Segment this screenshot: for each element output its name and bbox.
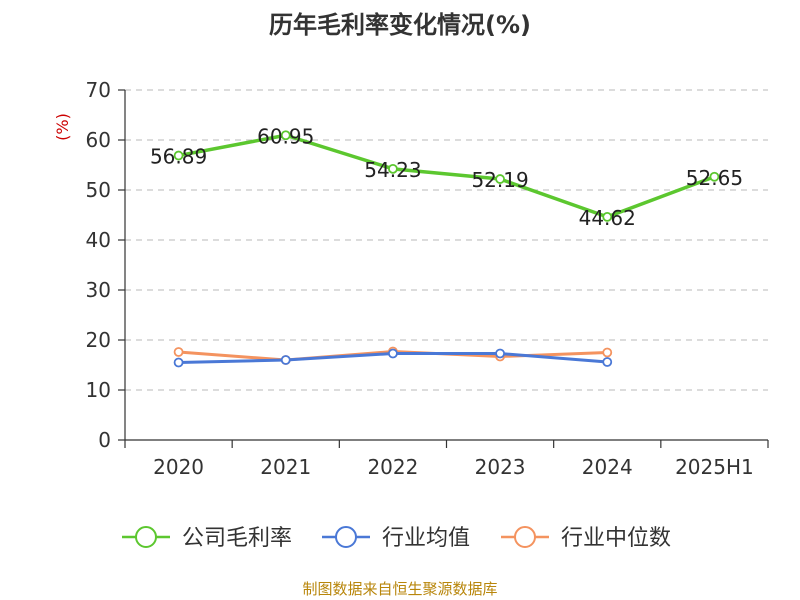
- gridlines: [125, 89, 768, 391]
- y-tick-label: 30: [86, 278, 111, 302]
- legend-marker: [135, 526, 157, 548]
- x-tick-label: 2020: [153, 455, 204, 479]
- data-label: 56.89: [150, 145, 207, 169]
- y-tick-label: 20: [86, 328, 111, 352]
- y-tick-label: 0: [98, 428, 111, 452]
- legend-marker: [514, 526, 536, 548]
- y-tick-label: 40: [86, 228, 111, 252]
- data-label: 52.19: [471, 168, 528, 192]
- data-point: [173, 150, 184, 161]
- x-tick-label: 2024: [582, 455, 633, 479]
- data-labels: 56.89 60.95 54.23 52.19 44.62 52.65: [150, 124, 743, 230]
- data-point: [388, 348, 398, 359]
- x-tick-label: 2023: [475, 455, 526, 479]
- legend: 公司毛利率 行业均值 行业中位数: [122, 526, 671, 551]
- legend-label: 公司毛利率: [182, 526, 292, 551]
- data-point: [280, 355, 291, 365]
- y-axis-label: (%): [53, 113, 72, 141]
- data-point: [495, 348, 505, 359]
- legend-marker: [335, 526, 357, 548]
- x-tick-label: 2022: [367, 455, 418, 479]
- data-point: [388, 163, 398, 174]
- data-point: [602, 211, 613, 222]
- data-point: [280, 130, 291, 141]
- data-point: [602, 347, 613, 358]
- series-lines: [173, 130, 720, 368]
- data-point: [173, 357, 184, 368]
- chart-title: 历年毛利率变化情况(%): [269, 11, 531, 39]
- data-point: [709, 171, 720, 182]
- x-tick-label: 2021: [260, 455, 311, 479]
- legend-label: 行业均值: [382, 526, 470, 551]
- y-tick-label: 70: [86, 78, 111, 102]
- legend-label: 行业中位数: [561, 526, 671, 551]
- y-tick-label: 60: [86, 128, 111, 152]
- data-point: [602, 357, 613, 367]
- source-note: 制图数据来自恒生聚源数据库: [302, 580, 497, 598]
- series-line-0: [176, 133, 717, 219]
- axes: 0 10 20 30 40 50 60 70 2020 2021 2022 2023 2024 2025H…: [86, 78, 769, 479]
- data-label: 52.65: [686, 166, 743, 190]
- data-point: [173, 347, 184, 357]
- x-tick-label: 2025H1: [675, 455, 754, 479]
- data-point: [495, 174, 505, 184]
- y-tick-label: 50: [86, 178, 111, 202]
- data-label: 60.95: [257, 124, 314, 148]
- y-tick-label: 10: [86, 378, 111, 402]
- data-label: 44.62: [579, 206, 636, 230]
- data-label: 54.23: [364, 158, 421, 182]
